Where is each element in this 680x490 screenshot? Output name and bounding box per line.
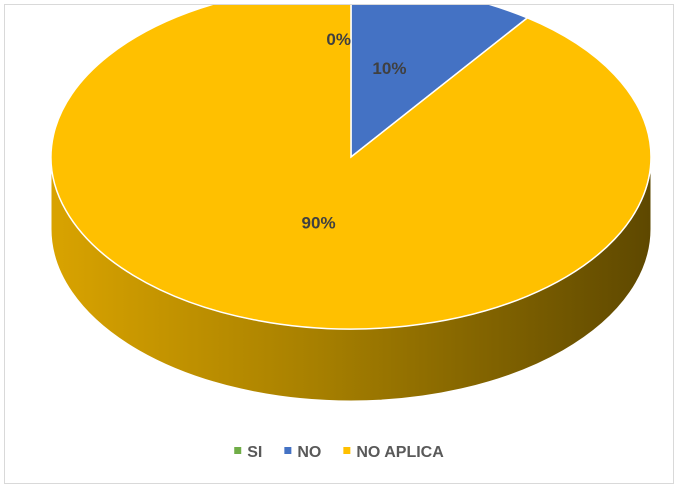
- legend-label-no: NO: [297, 444, 321, 461]
- legend-item-no-aplica[interactable]: NO APLICA: [343, 444, 444, 461]
- legend-swatch-si: [234, 447, 242, 454]
- data-label-no-aplica: 90%: [302, 214, 336, 233]
- legend: SI NO NO APLICA: [234, 444, 444, 461]
- legend-swatch-no-aplica: [343, 447, 351, 454]
- legend-item-si[interactable]: SI: [234, 444, 262, 461]
- pie-chart: 0% 10% 90% SI NO NO APLICA: [50, 5, 652, 461]
- legend-item-no[interactable]: NO: [284, 444, 321, 461]
- pie-slice-no[interactable]: [350, 5, 529, 159]
- legend-swatch-no: [284, 447, 292, 454]
- legend-label-si: SI: [247, 444, 262, 461]
- pie-group: [50, 5, 652, 402]
- data-labels: 0% 10% 90%: [302, 30, 407, 233]
- pie-slice-no-aplica[interactable]: [50, 5, 652, 330]
- data-label-no: 10%: [372, 59, 406, 78]
- chart-area: 0% 10% 90% SI NO NO APLICA: [4, 4, 674, 484]
- data-label-si: 0%: [326, 30, 351, 49]
- legend-label-no-aplica: NO APLICA: [356, 444, 444, 461]
